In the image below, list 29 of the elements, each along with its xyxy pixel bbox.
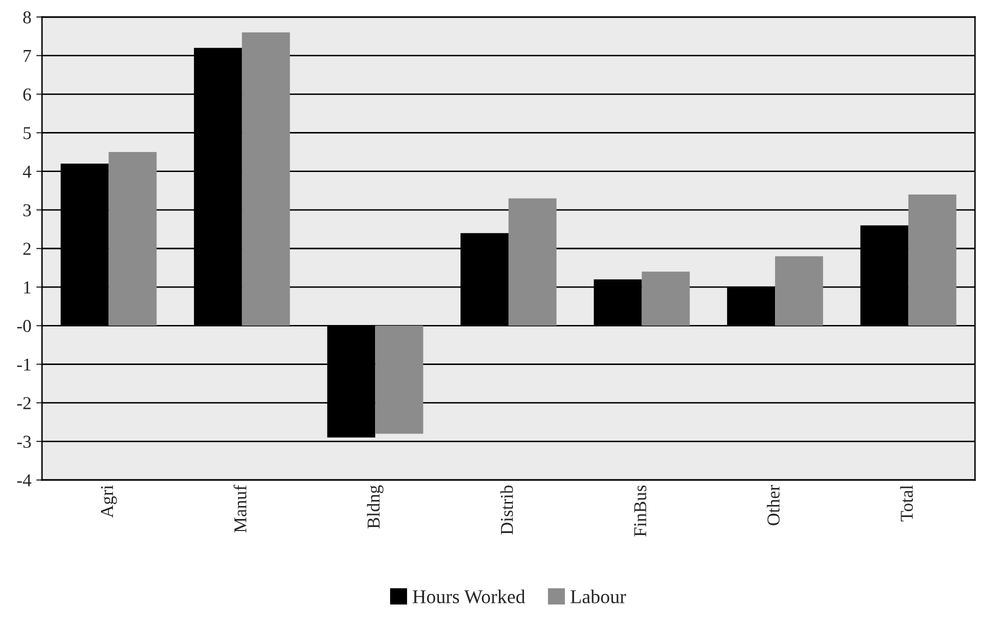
y-tick-label: -3 [17,436,31,448]
y-tick-label: -2 [17,397,31,410]
x-tick-label: Manuf [234,484,246,532]
bar [108,152,157,326]
y-tick-label: 6 [23,88,32,101]
bar [375,326,424,434]
y-tick-label: 5 [24,127,31,140]
y-tick-label: 7 [24,50,32,62]
y-tick-label: 8 [23,11,31,24]
bar [775,256,824,326]
bar [908,194,956,326]
x-tick-label: FinBus [634,486,646,537]
y-tick-label: -0 [17,320,31,332]
legend-label: Labour [570,590,626,604]
y-tick-label: 3 [23,204,31,216]
y-tick-label: 4 [22,166,32,178]
x-tick-label: Bldng [367,485,384,528]
bar [242,32,290,326]
bar [508,198,556,326]
y-tick-label: 1 [24,281,30,294]
legend-label: Hours Worked [412,590,526,604]
x-tick-label: Distrib [500,486,514,534]
y-tick-label: -4 [17,474,32,486]
y-tick-label: 2 [23,242,31,255]
x-tick-label: Other [766,485,780,526]
x-tick-label: Agri [100,485,117,518]
x-tick-label: Total [900,485,913,522]
bar [642,272,690,326]
y-tick-label: -1 [17,358,30,371]
